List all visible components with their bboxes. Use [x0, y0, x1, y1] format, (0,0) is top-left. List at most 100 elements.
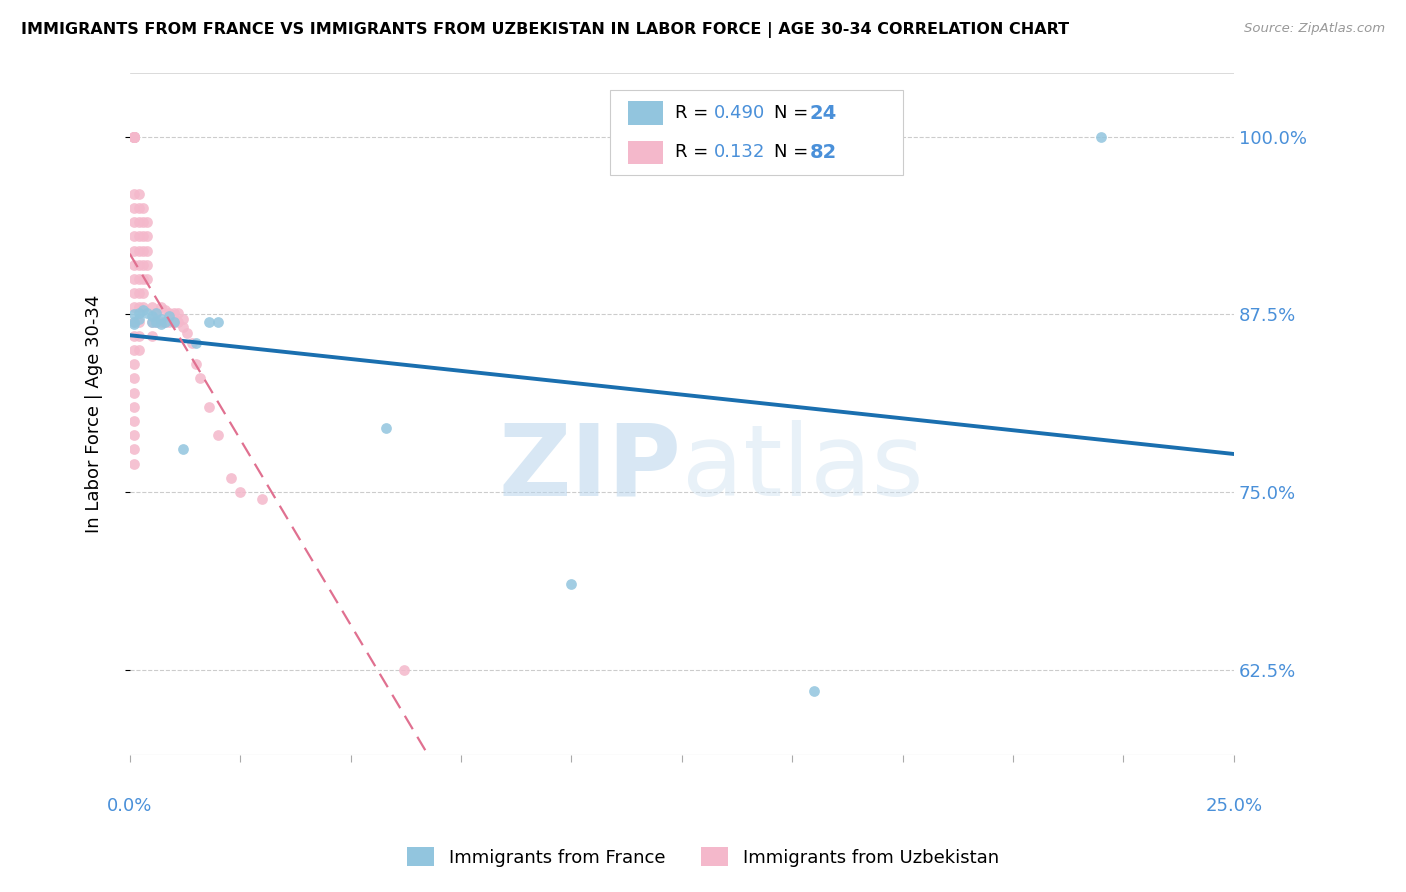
- Point: [1090, 129, 1112, 144]
- Point: [122, 258, 145, 272]
- Point: [122, 385, 145, 400]
- Point: [128, 311, 150, 326]
- Point: [132, 301, 155, 315]
- Point: [122, 400, 145, 414]
- Point: [141, 315, 163, 329]
- Point: [229, 485, 252, 500]
- Point: [136, 306, 159, 320]
- Text: 24: 24: [810, 103, 837, 122]
- Point: [159, 306, 181, 320]
- Point: [122, 129, 145, 144]
- Text: N =: N =: [775, 104, 814, 122]
- Point: [136, 272, 159, 286]
- Point: [128, 272, 150, 286]
- Point: [122, 129, 145, 144]
- Point: [145, 315, 167, 329]
- Point: [122, 315, 145, 329]
- Point: [163, 315, 186, 329]
- Text: IMMIGRANTS FROM FRANCE VS IMMIGRANTS FROM UZBEKISTAN IN LABOR FORCE | AGE 30-34 : IMMIGRANTS FROM FRANCE VS IMMIGRANTS FRO…: [21, 22, 1069, 38]
- Point: [141, 315, 163, 329]
- Legend: Immigrants from France, Immigrants from Uzbekistan: Immigrants from France, Immigrants from …: [399, 840, 1007, 874]
- Point: [128, 244, 150, 258]
- Point: [176, 326, 198, 340]
- Point: [149, 318, 172, 332]
- Point: [198, 315, 221, 329]
- Text: Source: ZipAtlas.com: Source: ZipAtlas.com: [1244, 22, 1385, 36]
- Point: [149, 311, 172, 326]
- Text: 0.0%: 0.0%: [107, 797, 152, 814]
- Point: [153, 315, 176, 329]
- Point: [374, 421, 396, 435]
- FancyBboxPatch shape: [627, 141, 664, 164]
- Point: [122, 318, 145, 332]
- Point: [122, 414, 145, 428]
- Point: [167, 315, 190, 329]
- Point: [122, 315, 145, 329]
- Point: [122, 357, 145, 371]
- Text: 0.490: 0.490: [714, 104, 765, 122]
- Point: [136, 229, 159, 244]
- Point: [128, 328, 150, 343]
- Point: [153, 303, 176, 318]
- Point: [188, 371, 211, 385]
- Point: [136, 215, 159, 229]
- Point: [128, 315, 150, 329]
- Point: [132, 286, 155, 301]
- FancyBboxPatch shape: [627, 102, 664, 125]
- Point: [122, 129, 145, 144]
- Point: [219, 471, 242, 485]
- Point: [122, 129, 145, 144]
- Point: [122, 129, 145, 144]
- Point: [132, 272, 155, 286]
- Point: [392, 663, 415, 677]
- Point: [128, 301, 150, 315]
- Point: [172, 442, 194, 457]
- Text: 82: 82: [810, 143, 837, 161]
- Point: [122, 129, 145, 144]
- Point: [159, 309, 181, 323]
- Point: [803, 684, 825, 698]
- Text: R =: R =: [675, 144, 714, 161]
- Point: [122, 186, 145, 201]
- Point: [136, 244, 159, 258]
- Text: atlas: atlas: [682, 420, 924, 517]
- Point: [122, 201, 145, 215]
- Point: [136, 258, 159, 272]
- Point: [128, 286, 150, 301]
- Point: [128, 229, 150, 244]
- Point: [184, 357, 207, 371]
- Point: [122, 371, 145, 385]
- Text: R =: R =: [675, 104, 714, 122]
- Point: [122, 286, 145, 301]
- Point: [128, 258, 150, 272]
- Point: [128, 186, 150, 201]
- Point: [122, 272, 145, 286]
- FancyBboxPatch shape: [610, 90, 903, 175]
- Point: [122, 129, 145, 144]
- Point: [141, 309, 163, 323]
- Point: [122, 308, 145, 322]
- Y-axis label: In Labor Force | Age 30-34: In Labor Force | Age 30-34: [86, 294, 103, 533]
- Point: [128, 306, 150, 320]
- Point: [122, 215, 145, 229]
- Point: [149, 301, 172, 315]
- Point: [128, 343, 150, 357]
- Point: [122, 129, 145, 144]
- Text: 25.0%: 25.0%: [1205, 797, 1263, 814]
- Point: [122, 428, 145, 442]
- Point: [180, 335, 202, 350]
- Point: [198, 400, 221, 414]
- Point: [122, 301, 145, 315]
- Point: [132, 303, 155, 318]
- Point: [122, 328, 145, 343]
- Point: [128, 215, 150, 229]
- Point: [132, 201, 155, 215]
- Point: [122, 129, 145, 144]
- Point: [172, 320, 194, 334]
- Point: [145, 306, 167, 320]
- Point: [122, 244, 145, 258]
- Point: [128, 201, 150, 215]
- Point: [122, 229, 145, 244]
- Point: [122, 343, 145, 357]
- Point: [250, 492, 273, 507]
